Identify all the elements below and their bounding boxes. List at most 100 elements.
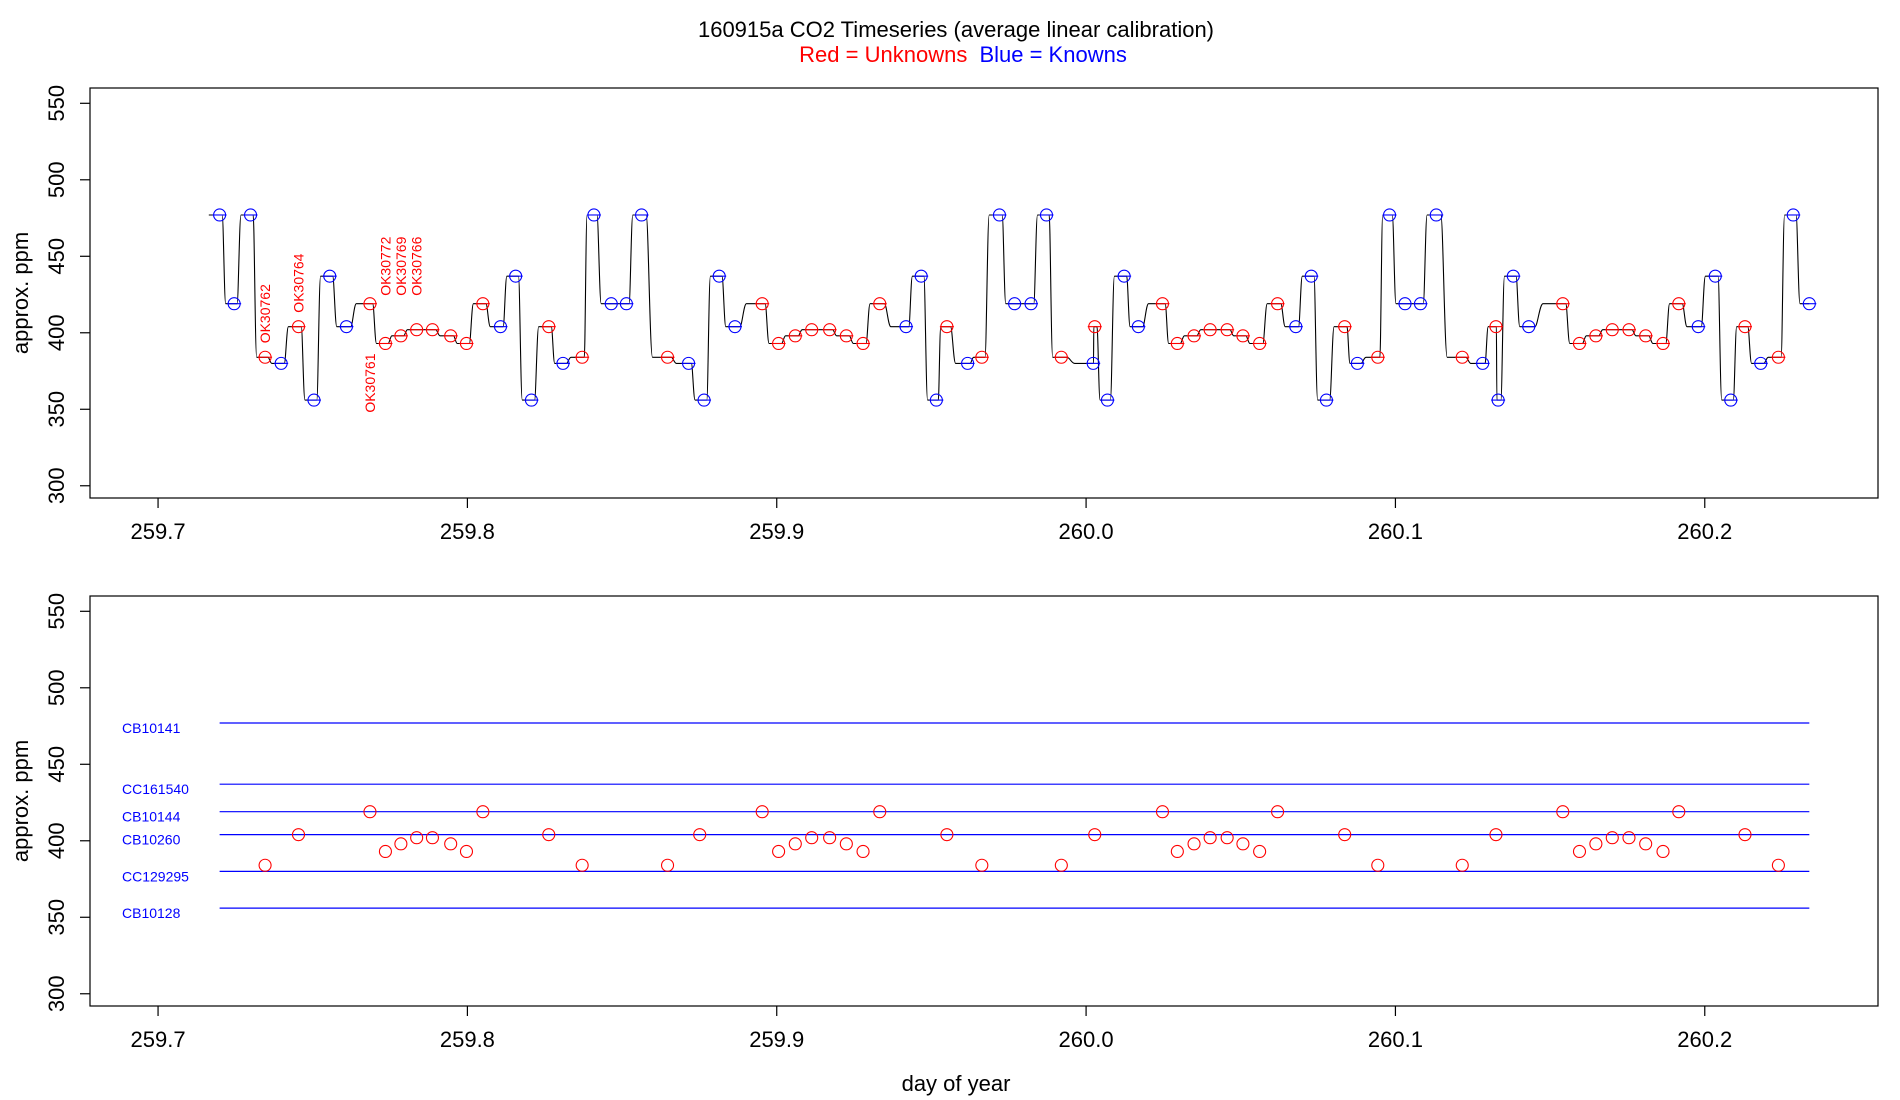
bottom-standard-label: CB10141	[122, 720, 181, 736]
bottom-y-tick-label: 400	[44, 822, 69, 859]
bottom-unknown-point	[378, 844, 392, 859]
bottom-standard-label: CC129295	[122, 868, 189, 884]
top-annotations-layer: OK30762 OK30764 OK30761 OK30772 OK30769 OK307…	[257, 236, 425, 412]
bottom-y-axis-label: approx. ppm	[8, 740, 33, 862]
top-x-tick-label: 260.2	[1677, 519, 1732, 544]
bottom-unknown-point	[476, 805, 490, 819]
top-sample-label: OK30769	[393, 236, 409, 295]
top-x-tick-label: 259.7	[131, 519, 186, 544]
top-plot-frame	[89, 87, 1879, 499]
bottom-standard-label: CB10260	[122, 832, 181, 848]
bottom-unknown-point	[1556, 805, 1570, 819]
bottom-standards-layer: CB10141 CC161540 CB10144 CB10260 CC129295 CB1…	[122, 720, 1810, 921]
bottom-unknown-point	[1187, 837, 1201, 851]
bottom-unknown-point	[1455, 858, 1469, 872]
bottom-unknown-point	[1672, 805, 1686, 819]
bottom-standard-label: CC161540	[122, 781, 189, 797]
bottom-unknown-point	[291, 828, 306, 842]
bottom-standard-label: CB10144	[122, 809, 181, 825]
bottom-y-tick-label: 350	[44, 899, 69, 936]
chart-title: 160915a CO2 Timeseries (average linear c…	[698, 17, 1214, 42]
chart-legend: Red = Unknowns Blue = Knowns	[799, 42, 1127, 67]
bottom-unknown-point	[542, 828, 556, 842]
bottom-x-tick-label: 259.9	[749, 1027, 804, 1052]
bottom-unknown-point	[1622, 831, 1636, 845]
bottom-unknowns-layer	[258, 805, 1785, 872]
bottom-unknown-point	[1589, 837, 1603, 851]
bottom-x-tick-label: 260.1	[1368, 1027, 1423, 1052]
bottom-unknown-point	[394, 837, 408, 851]
bottom-unknown-point	[1155, 805, 1170, 819]
legend-unknowns: Red = Unknowns	[799, 42, 967, 67]
top-y-tick-label: 300	[44, 467, 69, 504]
bottom-unknown-point	[1639, 837, 1653, 851]
bottom-unknown-point	[1738, 828, 1752, 842]
bottom-unknown-point	[1054, 858, 1068, 872]
legend-knowns: Blue = Knowns	[979, 42, 1126, 67]
top-y-tick-label: 350	[44, 391, 69, 428]
bottom-x-tick-label: 260.0	[1059, 1027, 1114, 1052]
bottom-unknown-point	[1371, 858, 1385, 872]
bottom-axes: 259.7 259.8 259.9 260.0 260.1 260.2 300 350 400 4…	[44, 593, 1732, 1052]
top-knowns-layer	[212, 208, 1817, 407]
bottom-scatter-panel: 259.7 259.8 259.9 260.0 260.1 260.2 300 350 400 4…	[8, 593, 1879, 1096]
bottom-unknown-point	[1271, 805, 1285, 819]
bottom-unknown-point	[873, 805, 887, 819]
bottom-y-tick-label: 450	[44, 746, 69, 783]
top-x-tick-label: 260.1	[1368, 519, 1423, 544]
top-y-tick-label: 500	[44, 161, 69, 198]
bottom-x-tick-label: 259.7	[131, 1027, 186, 1052]
top-trace-layer	[208, 214, 1810, 401]
bottom-y-tick-label: 300	[44, 975, 69, 1012]
bottom-unknown-point	[660, 858, 675, 872]
bottom-unknown-point	[1253, 844, 1267, 859]
bottom-y-tick-label: 550	[44, 593, 69, 630]
bottom-unknown-point	[805, 831, 819, 845]
bottom-unknown-point	[856, 844, 870, 859]
top-y-tick-label: 550	[44, 85, 69, 122]
bottom-unknown-point	[258, 858, 272, 872]
bottom-unknown-point	[1220, 831, 1234, 845]
bottom-unknown-point	[788, 837, 802, 851]
bottom-plot-frame	[89, 595, 1879, 1007]
bottom-x-axis-label: day of year	[902, 1071, 1011, 1096]
bottom-unknown-point	[1170, 844, 1184, 859]
bottom-unknown-point	[1605, 831, 1619, 845]
bottom-x-tick-label: 260.2	[1677, 1027, 1732, 1052]
bottom-unknown-point	[410, 831, 424, 845]
top-x-tick-label: 259.9	[749, 519, 804, 544]
top-y-axis-label: approx. ppm	[8, 232, 33, 354]
bottom-standard-label: CB10128	[122, 905, 181, 921]
bottom-unknown-point	[459, 844, 474, 859]
top-y-tick-label: 450	[44, 238, 69, 275]
bottom-unknown-point	[1572, 844, 1587, 859]
bottom-unknown-point	[575, 858, 589, 872]
top-sample-label: OK30772	[377, 236, 393, 295]
bottom-unknown-point	[839, 837, 853, 851]
bottom-unknown-point	[1771, 858, 1785, 872]
bottom-y-tick-label: 500	[44, 669, 69, 706]
top-y-tick-label: 400	[44, 314, 69, 351]
bottom-unknown-point	[772, 844, 786, 859]
bottom-unknown-point	[1236, 837, 1250, 851]
top-step-trace	[208, 214, 1810, 401]
bottom-unknown-point	[363, 805, 377, 819]
bottom-unknown-point	[1203, 831, 1217, 845]
bottom-unknown-point	[444, 837, 458, 851]
bottom-unknown-point	[1088, 828, 1102, 842]
bottom-unknown-point	[1338, 828, 1352, 842]
top-sample-label: OK30764	[291, 253, 307, 312]
bottom-unknown-point	[755, 805, 769, 819]
top-sample-label: OK30762	[257, 284, 273, 343]
top-unknowns-layer	[258, 297, 1786, 364]
bottom-unknown-point	[975, 858, 989, 872]
bottom-unknown-point	[425, 831, 439, 845]
top-sample-label: OK30766	[409, 236, 425, 295]
top-x-tick-label: 259.8	[440, 519, 495, 544]
bottom-unknown-point	[1656, 844, 1670, 859]
top-timeseries-panel: 259.7 259.8 259.9 260.0 260.1 260.2 300 350 400 4…	[8, 85, 1879, 544]
bottom-unknown-point	[823, 831, 837, 845]
bottom-unknown-point	[1489, 828, 1503, 842]
top-sample-label: OK30761	[362, 353, 378, 412]
